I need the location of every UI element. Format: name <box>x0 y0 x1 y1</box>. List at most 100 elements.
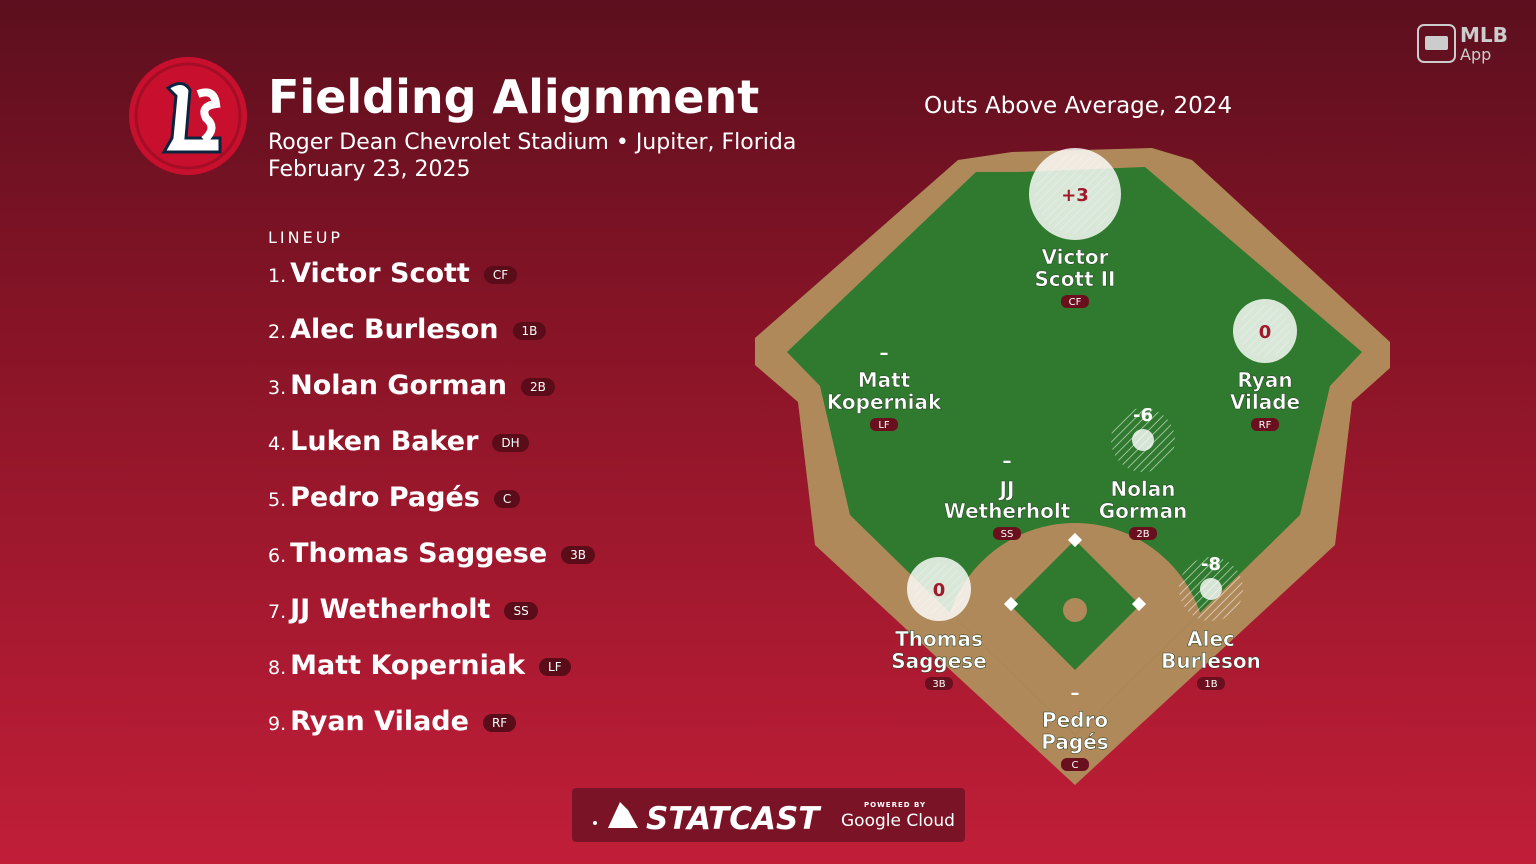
footer-brand: STATCAST <box>646 801 822 837</box>
fielder-name: Nolan <box>1110 477 1175 501</box>
date: February 23, 2025 <box>268 157 471 182</box>
app-logo: MLB App <box>1417 23 1508 64</box>
position-badge: RF <box>482 714 517 732</box>
order: 1. <box>268 265 287 287</box>
position-badge: SS <box>504 602 538 620</box>
lineup-row: 1. Victor Scott CF <box>268 258 518 289</box>
order: 7. <box>268 601 287 623</box>
fielder-name: Matt <box>858 368 911 392</box>
fielder-name: Gorman <box>1099 499 1188 523</box>
oaa-dot <box>1200 578 1222 600</box>
position-label: 3B <box>932 679 945 690</box>
position-badge: C <box>493 490 521 508</box>
position-pill <box>925 677 953 690</box>
statcast-logo: STATCAST POWERED BY Google Cloud <box>593 801 955 837</box>
player-name: Thomas Saggese <box>290 538 548 569</box>
fielder-name: Scott II <box>1035 267 1116 291</box>
fielder-name: Vilade <box>1230 390 1300 414</box>
oaa-value: +3 <box>1061 185 1089 206</box>
oaa-value: 0 <box>1259 322 1272 343</box>
app-brand: MLB <box>1460 23 1508 47</box>
title: Fielding Alignment <box>268 70 760 124</box>
fielder-name: Pagés <box>1041 730 1108 754</box>
position-pill <box>1129 527 1157 540</box>
lineup-row: 3. Nolan Gorman 2B <box>268 370 555 401</box>
order: 2. <box>268 321 287 343</box>
oaa-value: – <box>1003 451 1012 472</box>
position-label: CF <box>1069 297 1082 308</box>
player-name: JJ Wetherholt <box>290 594 491 625</box>
player-name: Nolan Gorman <box>290 370 507 401</box>
fielder-name: Victor <box>1041 245 1108 269</box>
fielder-name: Alec <box>1187 627 1235 651</box>
venue: Roger Dean Chevrolet Stadium • Jupiter, … <box>268 130 797 155</box>
order: 5. <box>268 489 287 511</box>
position-label: 1B <box>1204 679 1217 690</box>
position-badge: DH <box>492 434 529 452</box>
player-name: Victor Scott <box>290 258 470 289</box>
lineup-row: 7. JJ Wetherholt SS <box>268 594 538 625</box>
lineup-row: 8. Matt Koperniak LF <box>268 650 571 681</box>
oaa-hatch <box>1239 305 1291 357</box>
player-name: Luken Baker <box>290 426 479 457</box>
order: 9. <box>268 713 287 735</box>
oaa-value: -6 <box>1133 405 1153 426</box>
player-name: Ryan Vilade <box>290 706 469 737</box>
fielder-name: Pedro <box>1042 708 1108 732</box>
position-pill <box>1197 677 1225 690</box>
oaa-value: 0 <box>933 580 946 601</box>
position-pill <box>993 527 1021 540</box>
fielder-name: Thomas <box>895 627 983 651</box>
position-label: SS <box>1001 529 1014 540</box>
position-pill <box>1251 418 1279 431</box>
position-badge: 1B <box>512 322 547 340</box>
fielder-name: Wetherholt <box>944 499 1071 523</box>
position-badge: 3B <box>561 546 596 564</box>
fielder-name: Koperniak <box>827 390 942 414</box>
lineup-row: 6. Thomas Saggese 3B <box>268 538 596 569</box>
position-label: 2B <box>1136 529 1149 540</box>
position-badge: LF <box>539 658 571 676</box>
order: 4. <box>268 433 287 455</box>
order: 3. <box>268 377 287 399</box>
position-pill <box>1061 758 1089 771</box>
position-pill <box>1061 295 1089 308</box>
lineup-label: LINEUP <box>268 228 344 247</box>
lineup-row: 2. Alec Burleson 1B <box>268 314 547 345</box>
position-badge: CF <box>483 266 518 284</box>
fielder-name: Ryan <box>1237 368 1292 392</box>
footer-powered: POWERED BY <box>864 801 926 809</box>
oaa-hatch <box>913 563 965 615</box>
position-pill <box>870 418 898 431</box>
oaa-dot <box>1132 429 1154 451</box>
footer-partner: Google Cloud <box>841 811 955 831</box>
order: 8. <box>268 657 287 679</box>
lineup-row: 5. Pedro Pagés C <box>268 482 521 513</box>
order: 6. <box>268 545 287 567</box>
position-badge: 2B <box>520 378 555 396</box>
fielder-name: JJ <box>998 477 1015 501</box>
lineup-row: 9. Ryan Vilade RF <box>268 706 517 737</box>
oaa-value: -8 <box>1201 554 1221 575</box>
position-label: C <box>1072 760 1079 771</box>
position-label: RF <box>1259 420 1272 431</box>
field-title: Outs Above Average, 2024 <box>924 93 1233 119</box>
position-label: LF <box>878 420 890 431</box>
team-logo <box>129 57 247 175</box>
oaa-value: – <box>880 343 889 364</box>
player-name: Matt Koperniak <box>290 650 526 681</box>
fielder-name: Burleson <box>1161 649 1261 673</box>
lineup-row: 4. Luken Baker DH <box>268 426 529 457</box>
app-product: App <box>1460 45 1491 64</box>
fielder-name: Saggese <box>891 649 987 673</box>
footer-box: STATCAST POWERED BY Google Cloud <box>572 788 965 842</box>
